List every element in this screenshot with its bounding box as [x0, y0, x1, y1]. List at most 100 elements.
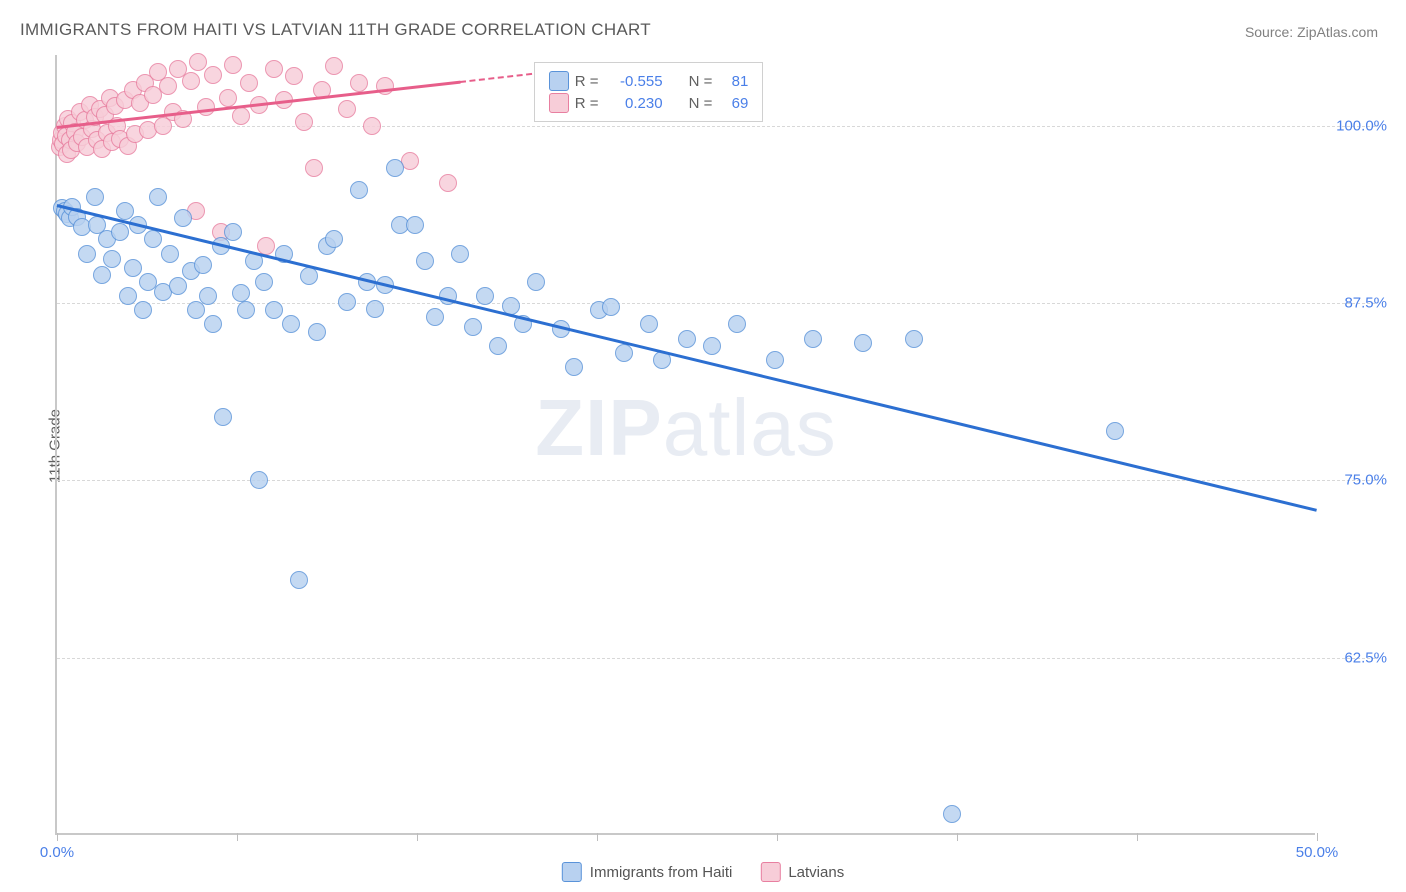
data-point-haiti [416, 252, 434, 270]
legend-item-haiti: Immigrants from Haiti [562, 862, 733, 882]
data-point-haiti [149, 188, 167, 206]
stats-legend: R =-0.555N =81R =0.230N =69 [534, 62, 764, 122]
data-point-latvians [189, 53, 207, 71]
data-point-haiti [464, 318, 482, 336]
legend-label-latvians: Latvians [788, 864, 844, 881]
gridline [57, 658, 1375, 659]
chart-plot-area: ZIPatlas 62.5%75.0%87.5%100.0%0.0%50.0% [55, 55, 1315, 835]
y-tick-label: 87.5% [1344, 295, 1387, 312]
stats-row-haiti: R =-0.555N =81 [549, 71, 749, 91]
data-point-haiti [174, 209, 192, 227]
data-point-haiti [489, 337, 507, 355]
legend-swatch-latvians [760, 862, 780, 882]
data-point-haiti [615, 344, 633, 362]
data-point-haiti [224, 223, 242, 241]
data-point-haiti [300, 267, 318, 285]
data-point-haiti [124, 259, 142, 277]
watermark: ZIPatlas [535, 382, 836, 474]
data-point-haiti [103, 250, 121, 268]
data-point-haiti [308, 323, 326, 341]
data-point-haiti [194, 256, 212, 274]
data-point-haiti [144, 230, 162, 248]
data-point-haiti [93, 266, 111, 284]
data-point-haiti [134, 301, 152, 319]
data-point-haiti [265, 301, 283, 319]
x-tick [417, 833, 418, 841]
data-point-latvians [325, 57, 343, 75]
r-value-latvians: 0.230 [605, 95, 663, 112]
data-point-latvians [265, 60, 283, 78]
data-point-haiti [119, 287, 137, 305]
data-point-haiti [350, 181, 368, 199]
data-point-haiti [86, 188, 104, 206]
stats-row-latvians: R =0.230N =69 [549, 93, 749, 113]
data-point-haiti [214, 408, 232, 426]
data-point-latvians [439, 174, 457, 192]
data-point-haiti [406, 216, 424, 234]
data-point-haiti [232, 284, 250, 302]
data-point-haiti [204, 315, 222, 333]
y-tick-label: 62.5% [1344, 649, 1387, 666]
data-point-haiti [111, 223, 129, 241]
data-point-latvians [305, 159, 323, 177]
r-value-haiti: -0.555 [605, 73, 663, 90]
chart-title: IMMIGRANTS FROM HAITI VS LATVIAN 11TH GR… [20, 20, 651, 40]
y-tick-label: 75.0% [1344, 472, 1387, 489]
data-point-haiti [161, 245, 179, 263]
data-point-latvians [204, 66, 222, 84]
x-tick-label: 50.0% [1296, 844, 1339, 861]
data-point-latvians [182, 72, 200, 90]
data-point-latvians [363, 117, 381, 135]
stats-swatch-haiti [549, 71, 569, 91]
data-point-latvians [295, 113, 313, 131]
x-tick [57, 833, 58, 841]
legend-item-latvians: Latvians [760, 862, 844, 882]
data-point-latvians [159, 77, 177, 95]
data-point-haiti [255, 273, 273, 291]
n-label: N = [689, 73, 713, 90]
data-point-haiti [426, 308, 444, 326]
x-tick [597, 833, 598, 841]
n-value-haiti: 81 [718, 73, 748, 90]
data-point-latvians [376, 77, 394, 95]
data-point-haiti [766, 351, 784, 369]
data-point-latvians [232, 107, 250, 125]
data-point-haiti [78, 245, 96, 263]
x-tick [957, 833, 958, 841]
x-tick [1317, 833, 1318, 841]
data-point-haiti [250, 471, 268, 489]
x-tick [237, 833, 238, 841]
data-point-latvians [338, 100, 356, 118]
data-point-haiti [366, 300, 384, 318]
data-point-haiti [854, 334, 872, 352]
data-point-haiti [187, 301, 205, 319]
data-point-haiti [602, 298, 620, 316]
data-point-haiti [527, 273, 545, 291]
data-point-haiti [386, 159, 404, 177]
data-point-haiti [565, 358, 583, 376]
gridline [57, 303, 1375, 304]
legend-label-haiti: Immigrants from Haiti [590, 864, 733, 881]
data-point-haiti [325, 230, 343, 248]
data-point-haiti [728, 315, 746, 333]
source-label: Source: ZipAtlas.com [1245, 24, 1378, 40]
stats-swatch-latvians [549, 93, 569, 113]
data-point-haiti [678, 330, 696, 348]
gridline [57, 126, 1375, 127]
data-point-haiti [476, 287, 494, 305]
data-point-latvians [219, 89, 237, 107]
data-point-haiti [905, 330, 923, 348]
data-point-latvians [240, 74, 258, 92]
data-point-haiti [169, 277, 187, 295]
r-label: R = [575, 95, 599, 112]
n-value-latvians: 69 [718, 95, 748, 112]
x-tick-label: 0.0% [40, 844, 74, 861]
data-point-haiti [943, 805, 961, 823]
data-point-haiti [290, 571, 308, 589]
trend-line-haiti [57, 204, 1318, 511]
x-tick [1137, 833, 1138, 841]
data-point-haiti [640, 315, 658, 333]
data-point-latvians [350, 74, 368, 92]
data-point-haiti [338, 293, 356, 311]
data-point-haiti [451, 245, 469, 263]
